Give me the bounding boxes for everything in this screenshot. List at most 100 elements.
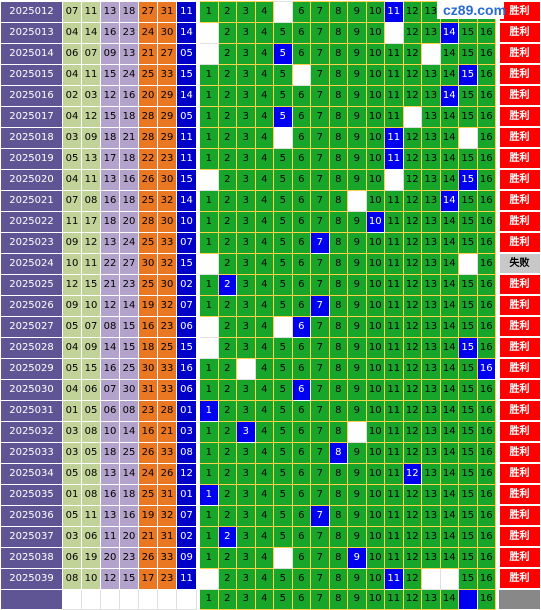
red-ball-number: 26: [138, 441, 158, 464]
red-ball-number: 06: [62, 42, 82, 65]
red-ball-number: 29: [157, 84, 177, 107]
red-ball-number: 09: [81, 336, 101, 359]
prediction-cell: 13: [421, 483, 441, 506]
prediction-cell: 13: [421, 189, 441, 212]
excluded-cell: [236, 357, 256, 380]
prediction-cell: 9: [347, 0, 367, 23]
prediction-cell: 6: [291, 105, 311, 128]
prediction-cell: 7: [310, 42, 330, 65]
red-ball-number: 23: [138, 399, 158, 422]
red-ball-number: 13: [119, 42, 139, 65]
prediction-cell: 10: [365, 378, 385, 401]
red-ball-number: 08: [119, 399, 139, 422]
red-ball-number: 30: [138, 357, 158, 380]
forecast-cell: 3: [236, 588, 256, 610]
red-ball-number: 25: [157, 336, 177, 359]
hit-cell: 9: [347, 546, 367, 569]
prediction-cell: 14: [439, 210, 459, 233]
red-ball-number: 23: [157, 315, 177, 338]
prediction-cell: 2: [217, 105, 237, 128]
prediction-cell: 11: [384, 315, 404, 338]
prediction-cell: 12: [402, 84, 422, 107]
prediction-cell: 16: [476, 231, 496, 254]
period-number: 2025033: [0, 441, 63, 464]
prediction-cell: 2: [217, 63, 237, 86]
prediction-cell: 4: [254, 546, 274, 569]
red-ball-number: 26: [157, 462, 177, 485]
prediction-cell: 6: [291, 546, 311, 569]
prediction-cell: 10: [365, 273, 385, 296]
prediction-cell: 5: [273, 294, 293, 317]
prediction-cell: 10: [365, 147, 385, 170]
red-ball-number: 14: [81, 21, 101, 44]
prediction-cell: 1: [199, 63, 219, 86]
red-ball-number: 30: [157, 273, 177, 296]
result-badge: 胜利: [497, 315, 541, 338]
result-badge: 胜利: [497, 378, 541, 401]
red-ball-number: 01: [62, 399, 82, 422]
blue-ball-number: 14: [176, 21, 197, 44]
red-ball-number: 12: [100, 567, 120, 590]
red-ball-number: 16: [119, 84, 139, 107]
prediction-cell: 3: [236, 42, 256, 65]
prediction-cell: 1: [199, 420, 219, 443]
prediction-cell: 11: [384, 504, 404, 527]
excluded-cell: [421, 42, 441, 65]
prediction-cell: 9: [347, 42, 367, 65]
prediction-cell: 6: [291, 399, 311, 422]
prediction-cell: 11: [384, 399, 404, 422]
prediction-cell: 14: [439, 63, 459, 86]
red-ball-number: 09: [62, 294, 82, 317]
prediction-cell: 14: [439, 399, 459, 422]
forecast-cell: 4: [254, 588, 274, 610]
red-ball-number: 07: [100, 378, 120, 401]
period-number: 2025039: [0, 567, 63, 590]
forecast-cell: 12: [402, 588, 422, 610]
red-ball-number: 12: [62, 273, 82, 296]
red-ball-number: 16: [119, 168, 139, 191]
prediction-cell: 12: [402, 567, 422, 590]
prediction-cell: 13: [421, 420, 441, 443]
red-ball-number: 08: [81, 483, 101, 506]
prediction-cell: 2: [217, 210, 237, 233]
excluded-cell: [384, 168, 404, 191]
prediction-cell: 5: [273, 567, 293, 590]
prediction-cell: 3: [236, 378, 256, 401]
prediction-cell: 6: [291, 336, 311, 359]
prediction-cell: 6: [291, 189, 311, 212]
hit-cell: 2: [217, 273, 237, 296]
forecast-cell: 9: [347, 588, 367, 610]
red-ball-number: 13: [100, 168, 120, 191]
prediction-cell: 8: [328, 336, 348, 359]
prediction-cell: 4: [254, 357, 274, 380]
prediction-cell: 13: [421, 294, 441, 317]
prediction-cell: 14: [439, 483, 459, 506]
prediction-cell: 10: [365, 126, 385, 149]
prediction-cell: 13: [421, 21, 441, 44]
prediction-cell: 5: [273, 462, 293, 485]
forecast-cell: 11: [384, 588, 404, 610]
period-number: 2025022: [0, 210, 63, 233]
period-number: 2025029: [0, 357, 63, 380]
prediction-cell: 4: [254, 231, 274, 254]
excluded-cell: [421, 567, 441, 590]
prediction-cell: 2: [217, 21, 237, 44]
prediction-cell: 8: [328, 105, 348, 128]
prediction-cell: 7: [310, 84, 330, 107]
prediction-cell: 16: [476, 147, 496, 170]
prediction-cell: 14: [439, 126, 459, 149]
prediction-cell: 4: [254, 462, 274, 485]
prediction-cell: 8: [328, 525, 348, 548]
prediction-cell: 12: [402, 273, 422, 296]
red-ball-number: 25: [138, 483, 158, 506]
prediction-cell: 3: [236, 189, 256, 212]
red-ball-number: 18: [138, 336, 158, 359]
red-ball-number: 04: [62, 63, 82, 86]
period-number: 2025028: [0, 336, 63, 359]
red-ball-number: 11: [100, 525, 120, 548]
prediction-cell: 1: [199, 189, 219, 212]
prediction-cell: 7: [310, 0, 330, 23]
prediction-cell: 16: [476, 504, 496, 527]
prediction-cell: 6: [291, 462, 311, 485]
prediction-cell: 10: [365, 399, 385, 422]
